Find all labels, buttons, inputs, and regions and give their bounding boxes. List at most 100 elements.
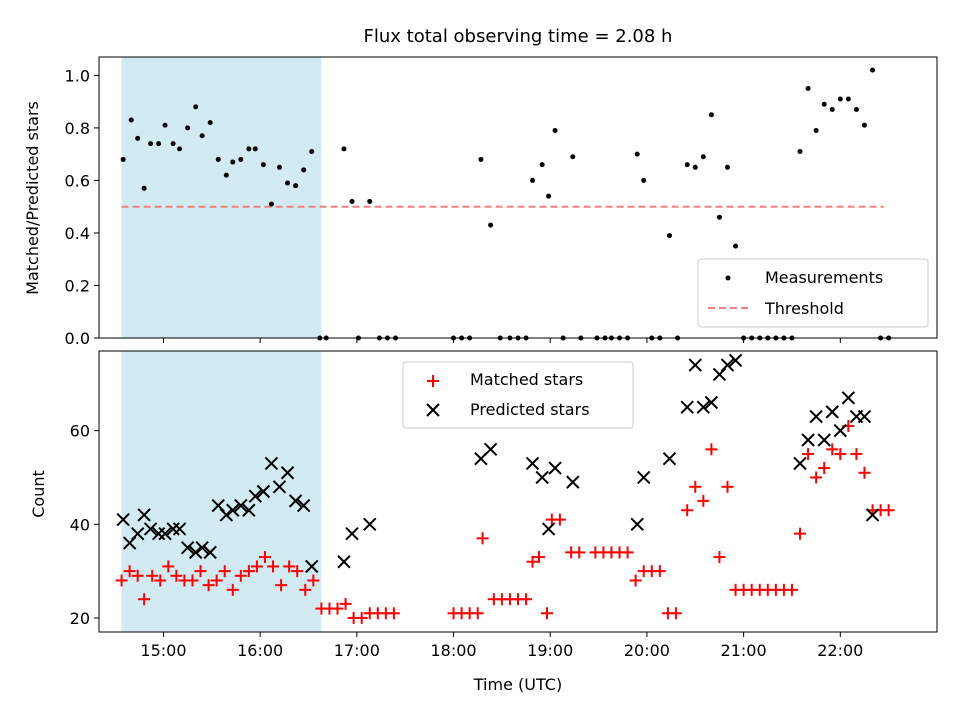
measurement-point	[156, 141, 162, 147]
matched-star-point	[721, 480, 734, 493]
matched-star-point	[242, 565, 255, 578]
measurement-point	[367, 198, 373, 204]
matched-star-point	[785, 583, 798, 596]
measurement-point	[716, 214, 722, 220]
predicted-star-point	[680, 400, 694, 414]
predicted-star-point	[234, 498, 248, 513]
matched-star-point	[532, 551, 545, 564]
matched-star-point	[705, 443, 718, 456]
matched-star-point	[826, 443, 839, 456]
measurement-point	[309, 149, 315, 155]
matched-star-point	[146, 569, 159, 582]
matched-star-point	[250, 560, 263, 573]
measurement-point	[276, 164, 282, 170]
predicted-star-point	[345, 526, 359, 541]
matched-star-point	[476, 532, 489, 545]
measurement-point	[805, 86, 811, 92]
predicted-star-point	[696, 400, 711, 414]
matched-star-point	[131, 569, 144, 582]
measurement-point	[285, 180, 291, 186]
predicted-star-point	[817, 433, 831, 447]
bottom-xlabel: Time (UTC)	[473, 675, 562, 694]
matched-star-point	[115, 574, 128, 587]
predicted-star-point	[825, 405, 839, 419]
matched-star-point	[810, 471, 823, 484]
predicted-star-point	[195, 540, 209, 555]
bottom-xtick-label: 19:00	[527, 641, 573, 660]
measurement-point	[725, 164, 730, 170]
legend-predicted-label: Predicted stars	[470, 400, 590, 419]
predicted-star-point	[728, 353, 743, 368]
predicted-star-point	[636, 470, 651, 485]
legend-matched-marker	[427, 375, 439, 387]
legend-matched-label: Matched stars	[470, 370, 583, 389]
measurement-point	[733, 243, 739, 249]
measurement-point	[692, 164, 698, 170]
bottom-xtick-label: 16:00	[237, 641, 283, 660]
measurement-point	[199, 133, 205, 139]
matched-star-point	[697, 494, 710, 507]
matched-star-point	[283, 560, 296, 573]
measurement-point	[641, 177, 647, 183]
predicted-star-point	[288, 494, 303, 508]
matched-star-point	[681, 504, 694, 517]
legend-predicted-marker	[426, 403, 440, 417]
top-plot-marks	[120, 67, 892, 341]
observing-span-rect	[121, 351, 322, 632]
matched-star-point	[850, 448, 863, 461]
predicted-star-point	[793, 456, 807, 471]
predicted-star-point	[272, 480, 287, 494]
observing-span-top	[121, 57, 322, 338]
top-ylabel: Matched/Predicted stars	[23, 101, 42, 295]
bottom-legend: Matched stars Predicted stars	[402, 361, 634, 429]
matched-star-point	[138, 593, 151, 606]
measurement-point	[813, 128, 819, 134]
predicted-star-point	[219, 508, 234, 522]
matched-star-point	[794, 527, 807, 540]
measurement-point	[546, 193, 552, 199]
matched-star-point	[669, 607, 682, 620]
matched-star-point	[299, 583, 312, 596]
matched-star-point	[154, 574, 167, 587]
predicted-star-point	[151, 526, 166, 541]
measurement-point	[488, 222, 494, 228]
predicted-star-point	[158, 526, 172, 541]
measurement-point	[268, 201, 274, 207]
predicted-star-point	[483, 442, 498, 457]
predicted-star-point	[833, 423, 848, 438]
matched-star-point	[291, 565, 304, 578]
predicted-star-point	[801, 433, 815, 447]
bottom-ylabel: Count	[29, 470, 48, 518]
bottom-panel: 20 40 60 15:00 16:00 17:00 18:00 19:00 20:00 21:0…	[29, 350, 938, 694]
predicted-star-point	[242, 503, 256, 517]
measurement-point	[684, 162, 690, 168]
predicted-star-point	[280, 466, 295, 480]
matched-star-point	[226, 583, 239, 596]
bottom-plot-marks	[115, 353, 895, 624]
top-legend: Measurements Threshold	[697, 258, 929, 328]
matched-star-point	[194, 565, 207, 578]
matched-star-point	[355, 611, 368, 624]
predicted-star-point	[172, 522, 187, 536]
bottom-xtick-label: 18:00	[430, 641, 476, 660]
predicted-star-point	[226, 503, 240, 517]
matched-star-point	[234, 569, 247, 582]
predicted-star-point	[865, 508, 880, 522]
top-ytick-label: 1.0	[65, 66, 90, 85]
matched-star-point	[858, 466, 871, 479]
measurement-point	[570, 154, 576, 160]
predicted-star-point	[525, 456, 540, 471]
matched-star-point	[123, 565, 136, 578]
matched-star-point	[331, 602, 344, 615]
measurement-point	[530, 177, 536, 183]
predicted-star-point	[704, 395, 719, 410]
measurement-point	[478, 156, 484, 162]
predicted-star-point	[305, 559, 319, 574]
matched-star-point	[713, 551, 726, 564]
matched-star-point	[834, 448, 847, 461]
matched-star-point	[689, 480, 702, 493]
measurement-point	[341, 146, 347, 152]
measurement-point	[120, 156, 126, 162]
predicted-star-point	[137, 508, 151, 522]
